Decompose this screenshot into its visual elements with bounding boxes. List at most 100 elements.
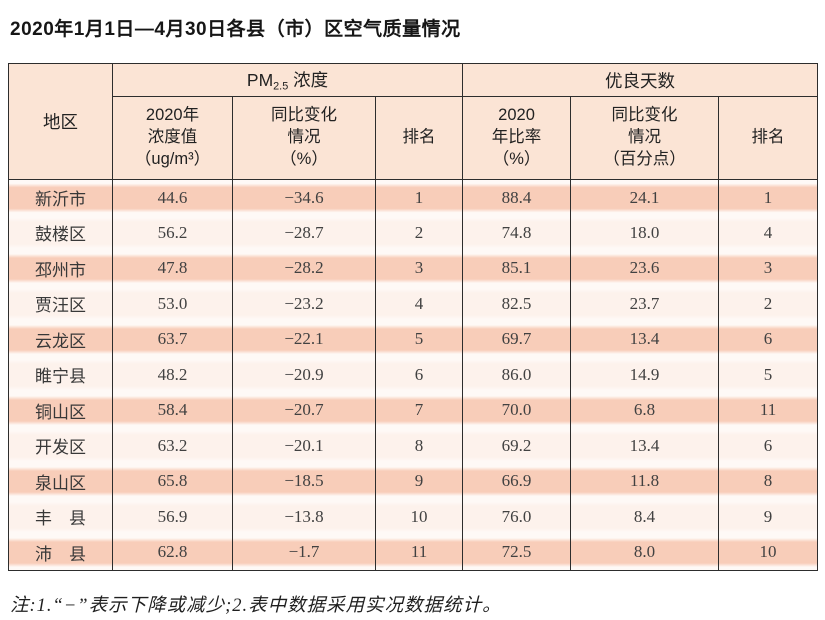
cell-good-change: 11.8 bbox=[570, 463, 720, 499]
cell-pm-change: −18.5 bbox=[232, 463, 376, 499]
pm25-subscript: 2.5 bbox=[273, 80, 289, 93]
cell-good-rank: 11 bbox=[718, 392, 819, 428]
cell-pm-change: −20.9 bbox=[232, 357, 376, 393]
air-quality-table: 地区 PM2.5 浓度 优良天数 2020年 浓度值 （ug/m³） 同比变化 … bbox=[8, 63, 819, 571]
cell-good-rank: 4 bbox=[718, 215, 819, 251]
cell-pm-rank: 5 bbox=[374, 321, 464, 357]
cell-good-rate: 85.1 bbox=[462, 250, 572, 286]
column-header-pm-change: 同比变化 情况 （%） bbox=[232, 96, 376, 180]
cell-good-rank: 6 bbox=[718, 428, 819, 464]
cell-pm-value: 48.2 bbox=[112, 357, 233, 393]
cell-region: 丰 县 bbox=[8, 499, 113, 535]
column-header-good-rank: 排名 bbox=[718, 96, 819, 180]
cell-pm-rank: 3 bbox=[374, 250, 464, 286]
cell-pm-rank: 6 bbox=[374, 357, 464, 393]
cell-pm-value: 63.7 bbox=[112, 321, 233, 357]
cell-pm-change: −28.2 bbox=[232, 250, 376, 286]
table-row: 邳州市 47.8 −28.2 3 85.1 23.6 3 bbox=[8, 250, 819, 286]
cell-good-rate: 82.5 bbox=[462, 286, 572, 322]
group-header-good-days: 优良天数 bbox=[462, 63, 819, 97]
cell-pm-change: −22.1 bbox=[232, 321, 376, 357]
cell-pm-change: −1.7 bbox=[232, 534, 376, 570]
cell-region: 沛 县 bbox=[8, 534, 113, 570]
cell-pm-value: 63.2 bbox=[112, 428, 233, 464]
table-row: 贾汪区 53.0 −23.2 4 82.5 23.7 2 bbox=[8, 286, 819, 322]
cell-good-change: 18.0 bbox=[570, 215, 720, 251]
cell-good-rate: 69.2 bbox=[462, 428, 572, 464]
cell-pm-value: 58.4 bbox=[112, 392, 233, 428]
cell-pm-rank: 7 bbox=[374, 392, 464, 428]
cell-pm-change: −20.7 bbox=[232, 392, 376, 428]
cell-good-rate: 86.0 bbox=[462, 357, 572, 393]
cell-region: 新沂市 bbox=[8, 179, 113, 215]
cell-good-rank: 5 bbox=[718, 357, 819, 393]
cell-pm-value: 56.2 bbox=[112, 215, 233, 251]
cell-region: 铜山区 bbox=[8, 392, 113, 428]
cell-pm-change: −23.2 bbox=[232, 286, 376, 322]
cell-pm-rank: 8 bbox=[374, 428, 464, 464]
cell-region: 鼓楼区 bbox=[8, 215, 113, 251]
table-row: 云龙区 63.7 −22.1 5 69.7 13.4 6 bbox=[8, 321, 819, 357]
table-row: 沛 县 62.8 −1.7 11 72.5 8.0 10 bbox=[8, 534, 819, 570]
cell-region: 泉山区 bbox=[8, 463, 113, 499]
cell-pm-value: 44.6 bbox=[112, 179, 233, 215]
page-title: 2020年1月1日—4月30日各县（市）区空气质量情况 bbox=[10, 19, 461, 40]
cell-good-rate: 74.8 bbox=[462, 215, 572, 251]
cell-good-rank: 3 bbox=[718, 250, 819, 286]
cell-pm-rank: 9 bbox=[374, 463, 464, 499]
cell-good-change: 8.4 bbox=[570, 499, 720, 535]
cell-good-change: 14.9 bbox=[570, 357, 720, 393]
cell-pm-value: 56.9 bbox=[112, 499, 233, 535]
cell-region: 睢宁县 bbox=[8, 357, 113, 393]
cell-good-change: 23.6 bbox=[570, 250, 720, 286]
cell-pm-value: 47.8 bbox=[112, 250, 233, 286]
cell-pm-rank: 1 bbox=[374, 179, 464, 215]
cell-pm-value: 65.8 bbox=[112, 463, 233, 499]
cell-pm-rank: 4 bbox=[374, 286, 464, 322]
pm25-suffix: 浓度 bbox=[288, 70, 329, 91]
column-header-good-rate: 2020 年比率 （%） bbox=[462, 96, 572, 180]
cell-good-change: 6.8 bbox=[570, 392, 720, 428]
cell-good-rate: 70.0 bbox=[462, 392, 572, 428]
cell-pm-rank: 2 bbox=[374, 215, 464, 251]
cell-pm-rank: 11 bbox=[374, 534, 464, 570]
cell-good-rank: 6 bbox=[718, 321, 819, 357]
cell-good-rate: 88.4 bbox=[462, 179, 572, 215]
cell-good-change: 23.7 bbox=[570, 286, 720, 322]
table-row: 睢宁县 48.2 −20.9 6 86.0 14.9 5 bbox=[8, 357, 819, 393]
table-row: 丰 县 56.9 −13.8 10 76.0 8.4 9 bbox=[8, 499, 819, 535]
cell-region: 贾汪区 bbox=[8, 286, 113, 322]
cell-pm-value: 53.0 bbox=[112, 286, 233, 322]
table-row: 开发区 63.2 −20.1 8 69.2 13.4 6 bbox=[8, 428, 819, 464]
cell-region: 云龙区 bbox=[8, 321, 113, 357]
column-header-pm-rank: 排名 bbox=[374, 96, 464, 180]
column-header-good-change: 同比变化 情况 （百分点） bbox=[570, 96, 720, 180]
cell-good-rank: 9 bbox=[718, 499, 819, 535]
cell-pm-value: 62.8 bbox=[112, 534, 233, 570]
cell-pm-change: −28.7 bbox=[232, 215, 376, 251]
table-row: 泉山区 65.8 −18.5 9 66.9 11.8 8 bbox=[8, 463, 819, 499]
cell-good-change: 13.4 bbox=[570, 428, 720, 464]
cell-good-rate: 72.5 bbox=[462, 534, 572, 570]
cell-good-rate: 66.9 bbox=[462, 463, 572, 499]
cell-good-change: 13.4 bbox=[570, 321, 720, 357]
cell-pm-change: −13.8 bbox=[232, 499, 376, 535]
table-row: 铜山区 58.4 −20.7 7 70.0 6.8 11 bbox=[8, 392, 819, 428]
cell-pm-change: −34.6 bbox=[232, 179, 376, 215]
cell-good-rate: 76.0 bbox=[462, 499, 572, 535]
column-header-pm-value: 2020年 浓度值 （ug/m³） bbox=[112, 96, 233, 180]
table-body: 新沂市 44.6 −34.6 1 88.4 24.1 1 鼓楼区 56.2 −2… bbox=[8, 179, 819, 570]
cell-good-rate: 69.7 bbox=[462, 321, 572, 357]
cell-good-change: 8.0 bbox=[570, 534, 720, 570]
cell-region: 邳州市 bbox=[8, 250, 113, 286]
cell-region: 开发区 bbox=[8, 428, 113, 464]
cell-good-rank: 1 bbox=[718, 179, 819, 215]
footnote: 注:1.“−”表示下降或减少;2.表中数据采用实况数据统计。 bbox=[10, 595, 502, 616]
table-row: 鼓楼区 56.2 −28.7 2 74.8 18.0 4 bbox=[8, 215, 819, 251]
cell-good-rank: 10 bbox=[718, 534, 819, 570]
column-header-region: 地区 bbox=[8, 63, 113, 180]
cell-good-rank: 2 bbox=[718, 286, 819, 322]
group-header-pm25: PM2.5 浓度 bbox=[111, 63, 464, 97]
cell-good-change: 24.1 bbox=[570, 179, 720, 215]
table-header: 地区 PM2.5 浓度 优良天数 2020年 浓度值 （ug/m³） 同比变化 … bbox=[8, 63, 819, 180]
